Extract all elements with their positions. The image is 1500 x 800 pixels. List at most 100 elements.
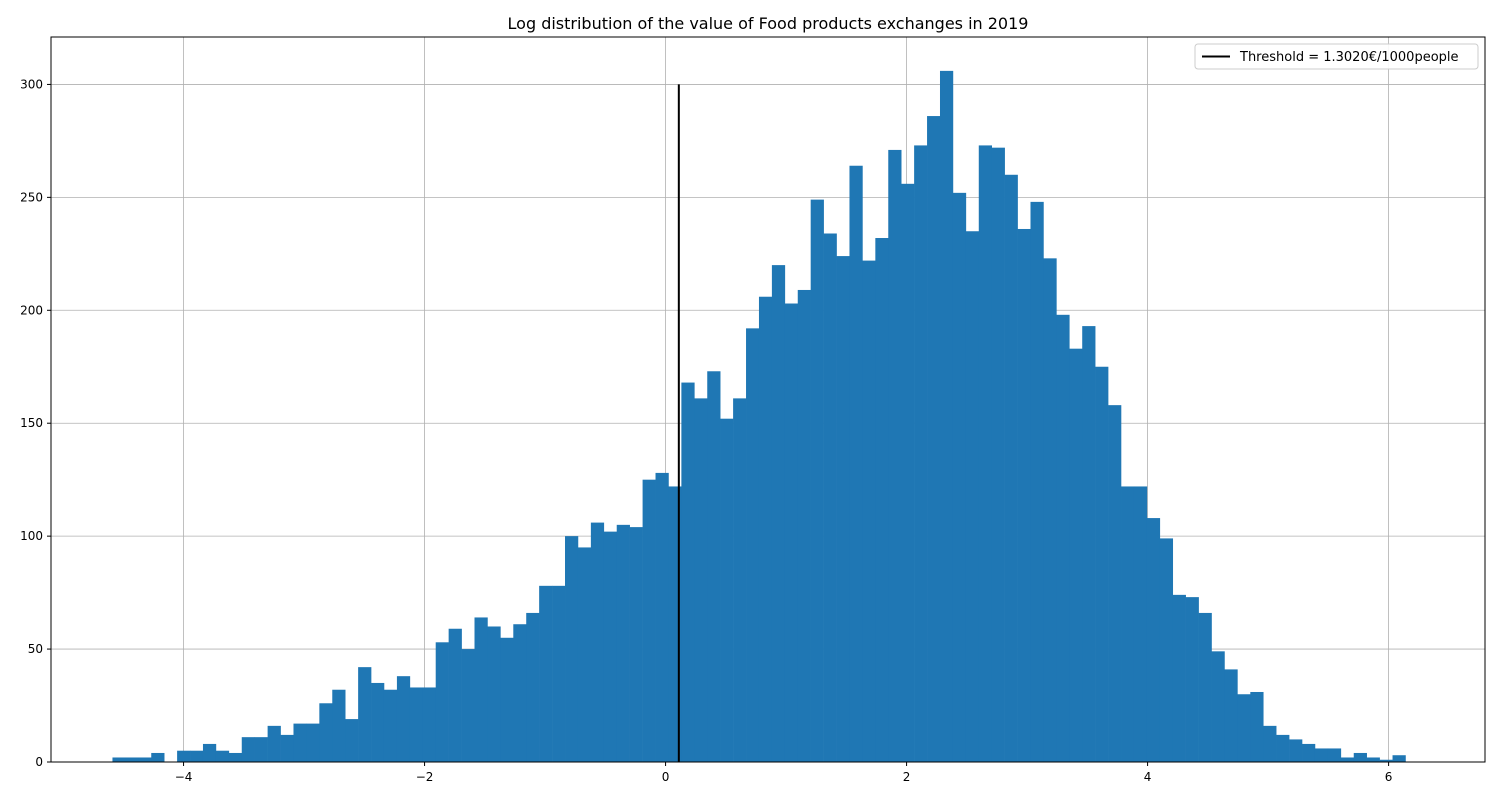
histogram-bar [565, 536, 579, 762]
histogram-bar [1327, 748, 1342, 762]
histogram-bar [435, 642, 449, 762]
histogram-bar [448, 628, 462, 762]
plot-frame [50, 36, 1486, 763]
histogram-bar [1302, 743, 1316, 762]
histogram-bar [228, 752, 243, 762]
histogram-bar [1121, 486, 1135, 762]
histogram-bar [1250, 691, 1264, 762]
histogram-bar [1069, 348, 1083, 762]
histogram-bar [358, 667, 372, 762]
histogram-bar [888, 149, 902, 762]
histogram-bar [1159, 538, 1174, 762]
histogram-bar [396, 676, 411, 762]
histogram-bar [1004, 174, 1018, 762]
histogram-bar [603, 531, 618, 762]
y-tick-label: 200 [20, 303, 43, 317]
histogram-bar [371, 682, 385, 762]
histogram-bar [1392, 755, 1406, 762]
histogram-bar [836, 256, 850, 762]
histogram-bar [1289, 739, 1303, 762]
histogram-bar [901, 183, 915, 762]
histogram-bar [939, 70, 954, 763]
histogram-bar [810, 199, 824, 762]
histogram-bar [1172, 594, 1186, 762]
histogram-bar [771, 265, 786, 762]
histogram-bar [1366, 757, 1380, 762]
histogram-bar [952, 192, 967, 762]
legend-box [1194, 43, 1479, 70]
histogram-bar [1017, 228, 1031, 762]
histogram-bar [616, 524, 630, 762]
histogram-bar [293, 723, 307, 762]
x-tick-label: 4 [1144, 770, 1152, 784]
histogram-bar [629, 527, 643, 762]
y-tick-label: 150 [20, 416, 43, 430]
histogram-bar [112, 757, 126, 762]
histogram-bar [409, 687, 424, 762]
histogram-bar [319, 703, 333, 762]
histogram-bar [280, 734, 294, 762]
histogram-bar [927, 116, 941, 762]
x-axis: −4 −2 0 2 4 6 [175, 762, 1393, 784]
histogram-bar [862, 260, 876, 762]
histogram-bar [577, 547, 592, 762]
histogram-bar [1082, 326, 1096, 762]
histogram-bar [539, 585, 553, 762]
histogram-bar [1276, 734, 1290, 762]
histogram-bar [1211, 651, 1225, 762]
y-tick-label: 100 [20, 529, 43, 543]
histogram-bar [642, 479, 656, 762]
histogram-bar [1353, 752, 1367, 762]
histogram-bar [1340, 757, 1355, 762]
histogram-bar [500, 637, 514, 762]
histogram-bar [1108, 405, 1122, 762]
histogram-bar [720, 418, 734, 762]
histogram-bar [1095, 366, 1109, 762]
histogram-bar [707, 371, 721, 762]
y-axis: 0 50 100 150 200 250 300 [20, 77, 51, 769]
histogram-bar [1224, 669, 1238, 762]
histogram-bar [991, 147, 1005, 762]
y-tick-label: 0 [35, 755, 43, 769]
histogram-bar [797, 289, 811, 762]
legend: Threshold = 1.3020€/1000people [1194, 43, 1479, 70]
histogram-bar [914, 145, 928, 763]
x-tick-label: 6 [1385, 770, 1393, 784]
histogram-bar [190, 750, 204, 762]
y-tick-label: 300 [20, 77, 43, 91]
histogram-bar [849, 165, 863, 763]
histogram-bar [526, 612, 540, 762]
histogram-bar [694, 398, 708, 762]
histogram-bar [1133, 486, 1148, 762]
histogram-bar [1198, 612, 1212, 762]
histogram-bar [655, 472, 669, 762]
y-tick-label: 250 [20, 190, 43, 204]
histogram-bar [332, 689, 346, 762]
histogram-bar [590, 522, 605, 762]
histogram-bar [267, 725, 281, 762]
histogram-bar [1263, 725, 1277, 762]
histogram-bar [733, 398, 747, 762]
histogram-bar [383, 689, 398, 762]
histogram-bar [965, 231, 980, 762]
histogram-bar [461, 649, 475, 762]
x-tick-label: −2 [416, 770, 434, 784]
histogram-bar [487, 626, 501, 762]
histogram-bar [345, 719, 359, 762]
histogram-bar [681, 382, 695, 762]
histogram-bar [978, 145, 993, 763]
histogram-bar [177, 750, 191, 762]
histogram-bar [875, 238, 889, 763]
histogram-bar [1237, 694, 1251, 762]
histogram-bar [1379, 759, 1393, 762]
histogram-bar [1043, 258, 1057, 762]
histogram-bar [784, 303, 799, 762]
histogram-bar [552, 585, 566, 762]
histogram-bar [125, 757, 139, 762]
histogram-bar [422, 687, 437, 762]
histogram-bar [138, 757, 152, 762]
histogram-bar [1146, 518, 1161, 762]
histogram-bar [823, 233, 837, 762]
histogram-bar [306, 723, 320, 762]
